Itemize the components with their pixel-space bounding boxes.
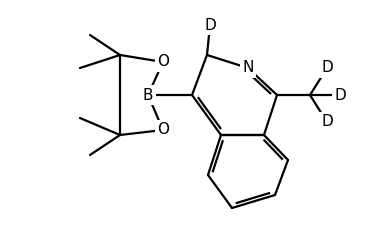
Text: N: N [242, 61, 254, 75]
Text: D: D [334, 88, 346, 103]
Text: D: D [321, 114, 333, 130]
Text: D: D [321, 61, 333, 75]
Text: O: O [157, 55, 169, 69]
Text: D: D [204, 17, 216, 32]
Text: B: B [143, 88, 153, 103]
Text: O: O [157, 123, 169, 137]
